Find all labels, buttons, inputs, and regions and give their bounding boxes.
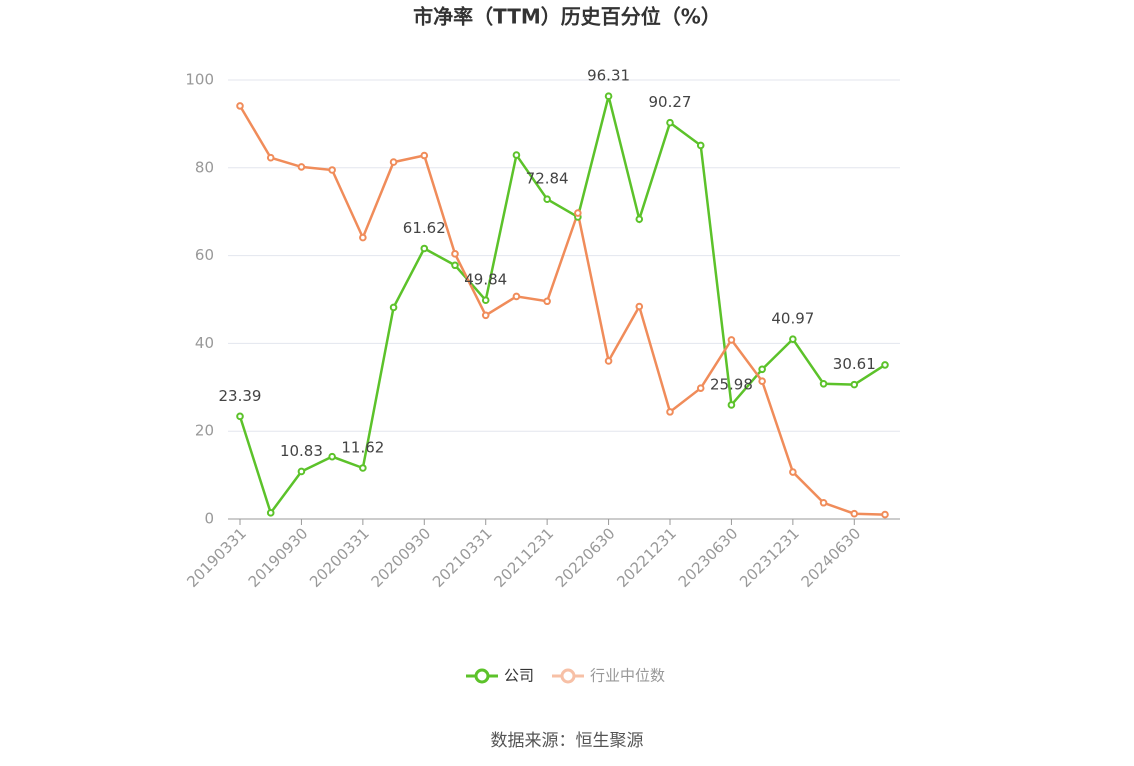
legend-marker <box>474 668 490 684</box>
data-point <box>850 380 859 389</box>
data-point <box>666 408 674 416</box>
data-label: 40.97 <box>771 310 814 328</box>
data-point <box>758 365 766 374</box>
data-point <box>789 468 797 476</box>
x-tick-label: 20210331 <box>429 524 496 591</box>
data-point <box>328 452 336 461</box>
data-point <box>481 311 490 320</box>
data-point <box>696 141 705 150</box>
data-point <box>328 166 336 174</box>
data-point <box>850 509 859 518</box>
data-point <box>881 510 889 519</box>
data-point <box>266 153 275 162</box>
data-point <box>389 303 398 312</box>
data-label: 96.31 <box>587 67 630 85</box>
source-note: 数据来源：恒生聚源 <box>491 731 644 751</box>
data-point <box>389 158 398 166</box>
data-point <box>758 377 766 385</box>
series-line <box>238 95 886 516</box>
data-point <box>635 215 644 223</box>
data-point <box>635 302 644 311</box>
data-point <box>819 379 828 388</box>
data-label: 10.83 <box>280 442 323 460</box>
x-tick-label: 20221231 <box>613 524 680 591</box>
data-point <box>359 233 367 242</box>
data-point <box>727 336 736 344</box>
data-point <box>420 244 429 253</box>
x-tick-label: 20231231 <box>736 524 803 591</box>
x-tick-label: 20240630 <box>798 524 865 591</box>
data-point <box>819 498 828 507</box>
data-point <box>297 467 306 476</box>
data-point <box>420 151 429 160</box>
y-tick-label: 100 <box>185 71 214 89</box>
data-label: 11.62 <box>341 438 384 456</box>
data-point <box>881 361 889 369</box>
data-point <box>512 292 521 301</box>
data-point <box>696 384 705 392</box>
data-point <box>512 151 521 159</box>
x-tick-label: 20220630 <box>552 524 619 591</box>
data-point <box>604 92 613 100</box>
legend-marker <box>560 668 576 684</box>
data-point <box>481 296 490 305</box>
legend-label: 公司 <box>504 667 534 685</box>
data-point <box>604 357 613 365</box>
data-point <box>574 209 582 217</box>
data-point <box>359 464 367 472</box>
y-tick-label: 60 <box>195 246 214 264</box>
data-point <box>666 118 674 127</box>
data-point <box>543 297 551 306</box>
x-tick-label: 20190331 <box>183 524 250 591</box>
data-label: 72.84 <box>526 170 569 188</box>
chart-title: 市净率（TTM）历史百分位（%） <box>413 5 721 29</box>
data-label: 25.98 <box>710 375 753 393</box>
data-point <box>789 335 797 343</box>
data-label: 23.39 <box>219 387 262 405</box>
data-point <box>236 102 244 110</box>
data-label: 30.61 <box>833 355 876 373</box>
data-point <box>297 163 306 171</box>
data-label: 49.84 <box>464 271 507 289</box>
data-label: 90.27 <box>649 93 692 111</box>
data-point <box>543 195 551 204</box>
y-tick-label: 40 <box>195 334 214 352</box>
data-point <box>451 250 459 258</box>
y-tick-label: 80 <box>195 158 214 176</box>
x-tick-label: 20200930 <box>368 524 435 591</box>
data-point <box>451 261 459 270</box>
x-tick-label: 20200331 <box>306 524 373 591</box>
x-tick-label: 20211231 <box>490 524 557 591</box>
data-label: 61.62 <box>403 219 446 237</box>
x-tick-label: 20190930 <box>245 524 312 591</box>
series-line <box>238 105 886 516</box>
legend-label: 行业中位数 <box>590 667 665 685</box>
y-tick-label: 20 <box>195 422 214 440</box>
data-point <box>727 401 736 409</box>
data-point <box>236 412 244 421</box>
data-point <box>266 509 275 517</box>
y-tick-label: 0 <box>204 510 214 528</box>
x-tick-label: 20230630 <box>675 524 742 591</box>
